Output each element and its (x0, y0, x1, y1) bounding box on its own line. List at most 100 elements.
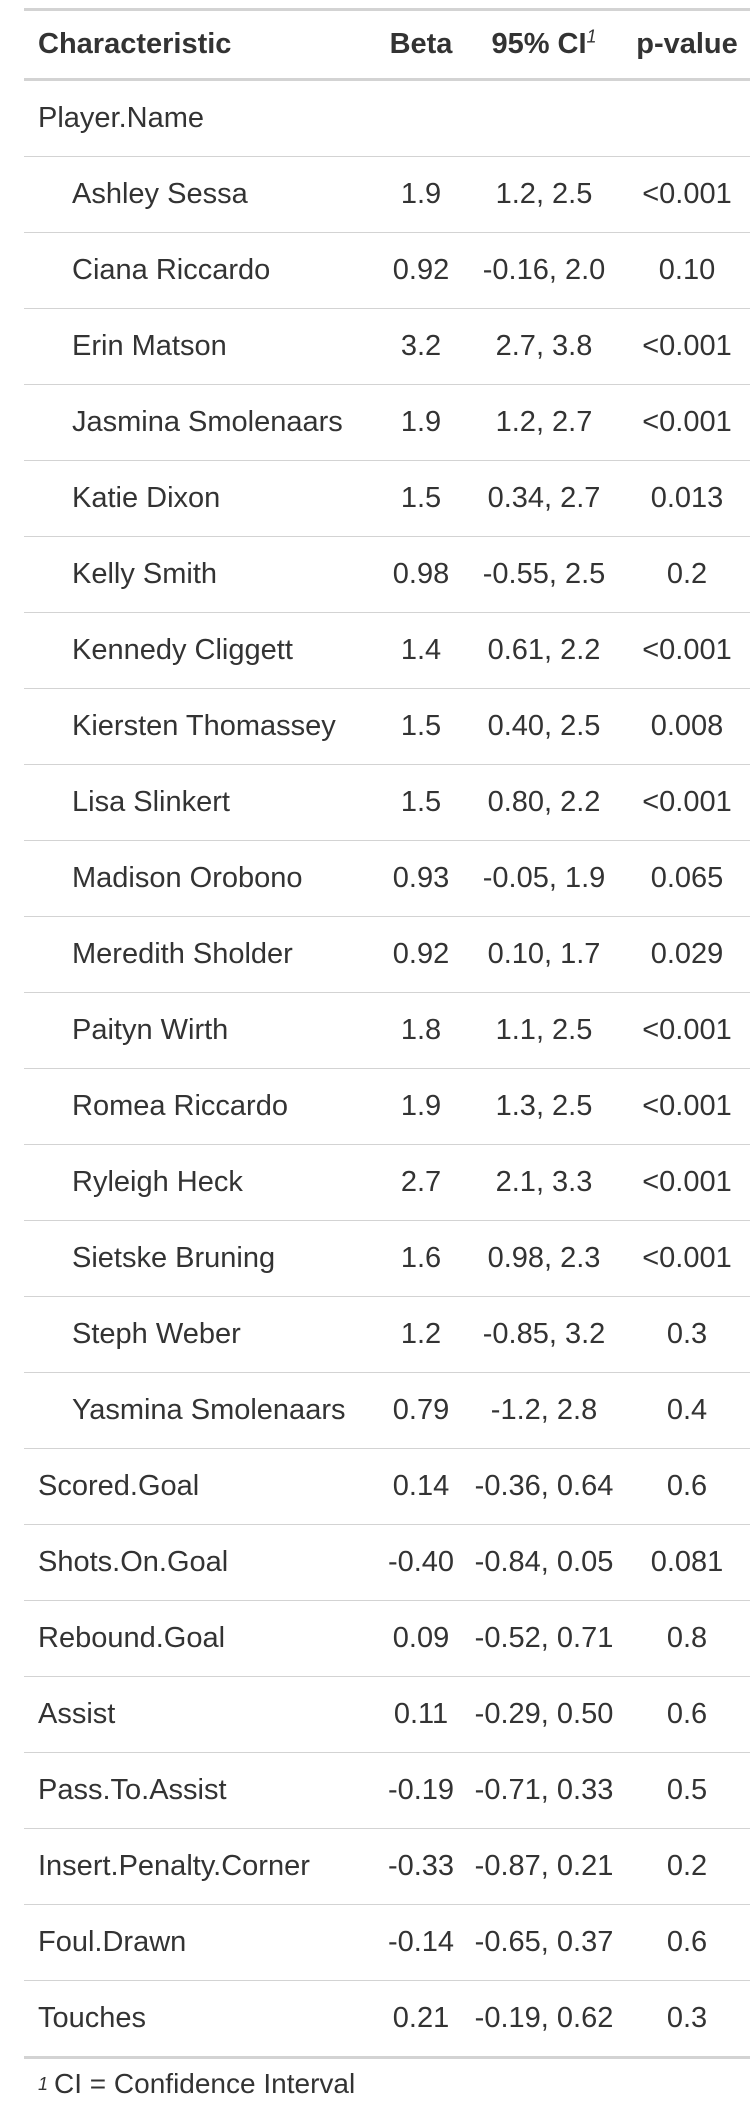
table-row: Ashley Sessa 1.9 1.2, 2.5 <0.001 (24, 156, 750, 233)
table-row: Assist 0.11 -0.29, 0.50 0.6 (24, 1676, 750, 1753)
row-ci-cell: 1.2, 2.7 (495, 406, 593, 438)
row-ci-cell: -0.71, 0.33 (474, 1774, 614, 1806)
row-beta-cell: 1.5 (400, 786, 442, 818)
row-p-value-cell: 0.6 (666, 1926, 708, 1958)
ci-footnote-marker: 1 (586, 26, 597, 47)
row-beta-cell: 1.6 (400, 1242, 442, 1274)
table-row: Ciana Riccardo 0.92 -0.16, 2.0 0.10 (24, 232, 750, 309)
table-row: Katie Dixon 1.5 0.34, 2.7 0.013 (24, 460, 750, 537)
table-row: Erin Matson 3.2 2.7, 3.8 <0.001 (24, 308, 750, 385)
row-characteristic-cell: Ryleigh Heck (72, 1166, 243, 1198)
table-header: Characteristic Beta 95% CI1 p-value (24, 9, 750, 80)
table-row: Ryleigh Heck 2.7 2.1, 3.3 <0.001 (24, 1144, 750, 1221)
row-characteristic-cell: Steph Weber (72, 1318, 241, 1350)
row-p-value-cell: <0.001 (642, 1242, 732, 1274)
row-characteristic-cell: Madison Orobono (72, 862, 303, 894)
header-characteristic: Characteristic (24, 10, 378, 80)
row-characteristic-cell: Paityn Wirth (72, 1014, 229, 1046)
row-p-value-cell: 0.081 (650, 1546, 724, 1578)
table-row: Madison Orobono 0.93 -0.05, 1.9 0.065 (24, 840, 750, 917)
row-beta-cell: 0.93 (392, 862, 450, 894)
footnote-text: CI = Confidence Interval (54, 2068, 356, 2099)
row-ci-cell: -0.87, 0.21 (474, 1850, 614, 1882)
table-row: Paityn Wirth 1.8 1.1, 2.5 <0.001 (24, 992, 750, 1069)
row-beta-cell: 0.14 (392, 1470, 450, 1502)
table-row: Sietske Bruning 1.6 0.98, 2.3 <0.001 (24, 1220, 750, 1297)
header-characteristic-label: Characteristic (38, 28, 232, 60)
row-beta-cell: 0.11 (393, 1698, 449, 1730)
row-beta-cell: -0.40 (387, 1546, 455, 1578)
table-row: Pass.To.Assist -0.19 -0.71, 0.33 0.5 (24, 1752, 750, 1829)
table-row: Kennedy Cliggett 1.4 0.61, 2.2 <0.001 (24, 612, 750, 689)
row-characteristic-cell: Rebound.Goal (38, 1622, 226, 1654)
row-p-value-cell: <0.001 (642, 330, 732, 362)
header-ci: 95% CI1 (464, 10, 624, 80)
row-ci-cell: 0.34, 2.7 (487, 482, 601, 514)
row-ci-cell: -0.85, 3.2 (482, 1318, 606, 1350)
row-characteristic-cell: Ciana Riccardo (72, 254, 271, 286)
row-p-value-cell: 0.065 (650, 862, 724, 894)
row-ci-cell: -0.36, 0.64 (474, 1470, 614, 1502)
row-beta-cell: -0.33 (387, 1850, 455, 1882)
row-ci-cell: 1.3, 2.5 (495, 1090, 593, 1122)
table-row: Shots.On.Goal -0.40 -0.84, 0.05 0.081 (24, 1524, 750, 1601)
row-p-value-cell: 0.008 (650, 710, 724, 742)
row-p-value-cell: <0.001 (642, 786, 732, 818)
row-characteristic-cell: Meredith Sholder (72, 938, 293, 970)
row-beta-cell: 0.92 (392, 254, 450, 286)
table-row: Romea Riccardo 1.9 1.3, 2.5 <0.001 (24, 1068, 750, 1145)
row-p-value-cell: 0.10 (658, 254, 716, 286)
table-row: Meredith Sholder 0.92 0.10, 1.7 0.029 (24, 916, 750, 993)
table-row: Insert.Penalty.Corner -0.33 -0.87, 0.21 0.2 (24, 1828, 750, 1905)
row-p-value-cell (624, 80, 750, 157)
row-ci-cell: 0.61, 2.2 (487, 634, 601, 666)
row-beta-cell: 1.9 (400, 1090, 442, 1122)
row-ci-cell (464, 80, 624, 157)
row-characteristic-cell: Insert.Penalty.Corner (38, 1850, 310, 1882)
regression-table: Characteristic Beta 95% CI1 p-value Play… (24, 8, 750, 2059)
row-beta-cell: 0.09 (392, 1622, 450, 1654)
row-ci-cell: -1.2, 2.8 (490, 1394, 598, 1426)
row-p-value-cell: 0.6 (666, 1470, 708, 1502)
row-characteristic-cell: Kelly Smith (72, 558, 218, 590)
row-p-value-cell: 0.3 (666, 1318, 708, 1350)
row-characteristic-cell: Foul.Drawn (38, 1926, 187, 1958)
row-ci-cell: 0.80, 2.2 (487, 786, 601, 818)
row-beta-cell: 1.5 (400, 710, 442, 742)
row-characteristic-cell: Shots.On.Goal (38, 1546, 229, 1578)
row-characteristic-cell: Sietske Bruning (72, 1242, 276, 1274)
header-beta-label: Beta (389, 28, 453, 60)
row-beta-cell: 1.9 (400, 178, 442, 210)
header-p-value: p-value (624, 10, 750, 80)
row-ci-cell: -0.84, 0.05 (474, 1546, 614, 1578)
row-p-value-cell: 0.2 (666, 1850, 708, 1882)
header-row: Characteristic Beta 95% CI1 p-value (24, 9, 750, 80)
row-p-value-cell: <0.001 (642, 1090, 732, 1122)
row-beta-cell: 1.8 (400, 1014, 442, 1046)
row-characteristic-cell: Katie Dixon (72, 482, 221, 514)
row-characteristic-cell: Pass.To.Assist (38, 1774, 227, 1806)
row-characteristic-cell: Yasmina Smolenaars (72, 1394, 346, 1426)
table-row: Steph Weber 1.2 -0.85, 3.2 0.3 (24, 1296, 750, 1373)
row-ci-cell: -0.05, 1.9 (482, 862, 606, 894)
row-characteristic-cell: Kiersten Thomassey (72, 710, 336, 742)
row-beta-cell: 0.79 (392, 1394, 450, 1426)
row-p-value-cell: <0.001 (642, 1014, 732, 1046)
row-ci-cell: -0.65, 0.37 (474, 1926, 614, 1958)
header-p-value-label: p-value (636, 28, 738, 60)
row-ci-cell: -0.55, 2.5 (482, 558, 606, 590)
row-p-value-cell: 0.5 (666, 1774, 708, 1806)
row-ci-cell: -0.52, 0.71 (474, 1622, 614, 1654)
row-ci-cell: 0.10, 1.7 (487, 938, 601, 970)
row-p-value-cell: <0.001 (642, 634, 732, 666)
table-row: Jasmina Smolenaars 1.9 1.2, 2.7 <0.001 (24, 384, 750, 461)
table-footnote: 1 CI = Confidence Interval (38, 2068, 356, 2099)
header-beta: Beta (378, 10, 464, 80)
row-ci-cell: -0.29, 0.50 (474, 1698, 614, 1730)
row-ci-cell: 1.2, 2.5 (495, 178, 593, 210)
row-characteristic-cell: Kennedy Cliggett (72, 634, 293, 666)
table-row: Lisa Slinkert 1.5 0.80, 2.2 <0.001 (24, 764, 750, 841)
row-ci-cell: -0.16, 2.0 (482, 254, 606, 286)
row-p-value-cell: 0.029 (650, 938, 724, 970)
table-row: Kiersten Thomassey 1.5 0.40, 2.5 0.008 (24, 688, 750, 765)
